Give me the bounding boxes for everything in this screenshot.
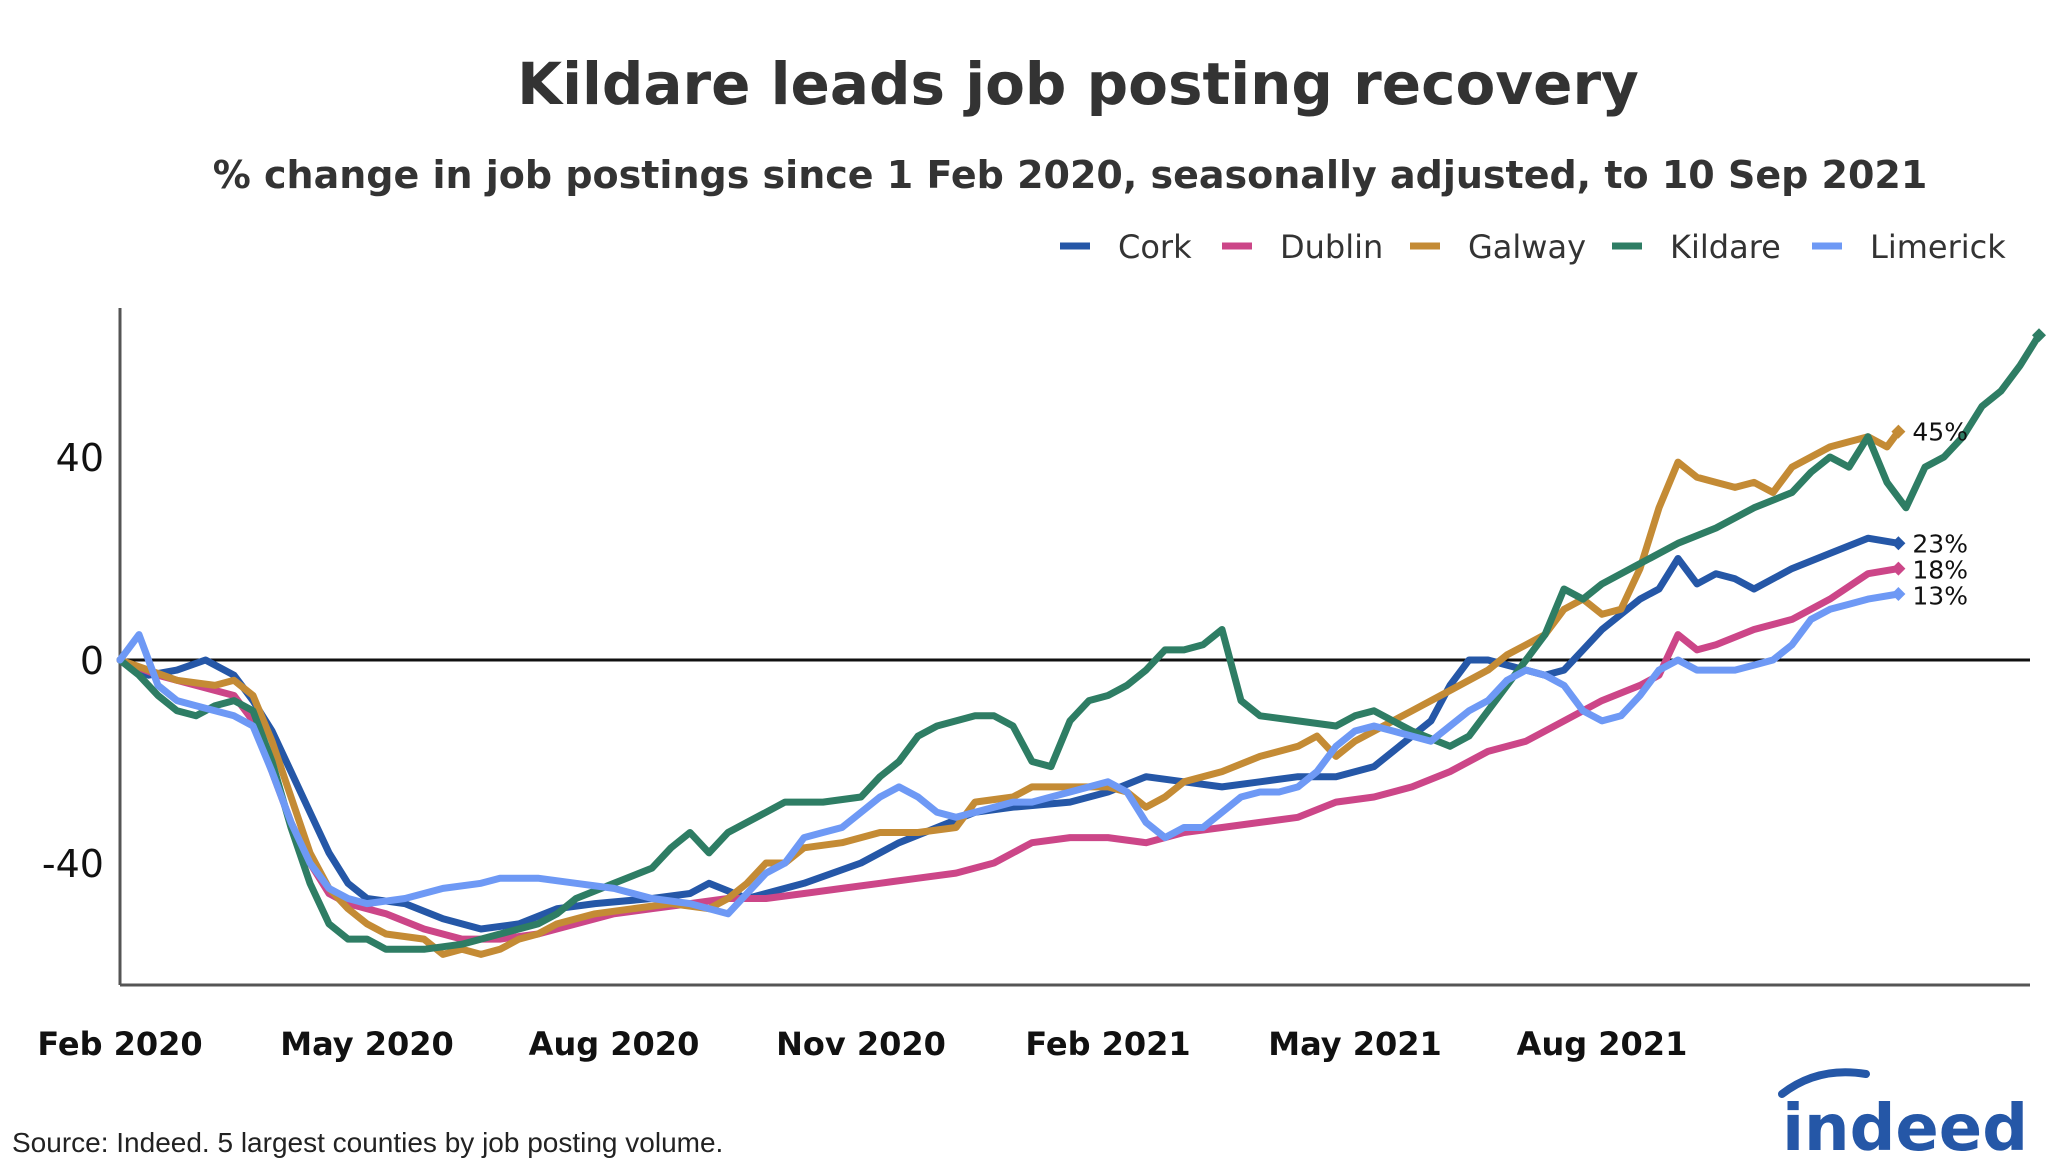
end-marker-galway [1891, 424, 1906, 439]
y-tick-label: -40 [42, 842, 104, 886]
legend-label: Limerick [1870, 228, 2006, 266]
series-line-dublin [116, 565, 1902, 943]
end-marker-cork [1891, 536, 1906, 551]
series-end-markers [1891, 328, 2046, 602]
legend-item-kildare: Kildare [1612, 228, 1781, 266]
x-tick-label: May 2020 [280, 1025, 454, 1063]
series-end-labels: 64%45%23%18%13% [1912, 418, 1968, 611]
end-label-limerick: 13% [1912, 581, 1968, 610]
end-label-cork: 23% [1912, 529, 1968, 558]
indeed-logo: indeed [1778, 1068, 2028, 1164]
series-line-cork [116, 534, 1902, 933]
legend-item-cork: Cork [1060, 228, 1192, 266]
x-tick-label: Feb 2021 [1025, 1025, 1190, 1063]
legend-label: Dublin [1280, 228, 1383, 266]
y-tick-label: 0 [80, 639, 104, 683]
end-marker-limerick [1891, 587, 1906, 602]
y-axis-ticks: 40 0 -40 [42, 436, 104, 886]
end-marker-kildare [2032, 328, 2046, 343]
series-lines [116, 331, 2043, 958]
chart-title: Kildare leads job posting recovery [517, 50, 1639, 118]
logo-wordmark: indeed [1782, 1092, 2028, 1164]
logo-arc-icon [1778, 1068, 1870, 1098]
end-marker-dublin [1891, 561, 1906, 576]
x-tick-label: Aug 2020 [529, 1025, 700, 1063]
legend-item-dublin: Dublin [1222, 228, 1383, 266]
y-tick-label: 40 [56, 436, 104, 480]
x-tick-label: May 2021 [1268, 1025, 1442, 1063]
legend-label: Cork [1118, 228, 1192, 266]
legend-item-galway: Galway [1410, 228, 1586, 266]
x-tick-label: Feb 2020 [37, 1025, 202, 1063]
chart-legend: Cork Dublin Galway Kildare Limerick [1060, 228, 2006, 266]
x-tick-label: Aug 2021 [1517, 1025, 1688, 1063]
chart-subtitle: % change in job postings since 1 Feb 202… [213, 153, 1928, 197]
x-axis-ticks: Feb 2020 May 2020 Aug 2020 Nov 2020 Feb 2021… [37, 1025, 1687, 1063]
source-note: Source: Indeed. 5 largest counties by jo… [12, 1127, 723, 1158]
series-line-kildare [116, 331, 2043, 953]
legend-label: Kildare [1670, 228, 1781, 266]
end-label-galway: 45% [1912, 418, 1968, 447]
series-line-limerick [116, 590, 1902, 918]
x-tick-label: Nov 2020 [776, 1025, 946, 1063]
legend-label: Galway [1468, 228, 1586, 266]
series-line-galway [116, 428, 1902, 958]
plot-area: 400-40 Feb 2020 May 2020 Aug 2020 Nov 2020 F… [37, 308, 2046, 1063]
legend-item-limerick: Limerick [1812, 228, 2006, 266]
end-label-dublin: 18% [1912, 555, 1968, 584]
